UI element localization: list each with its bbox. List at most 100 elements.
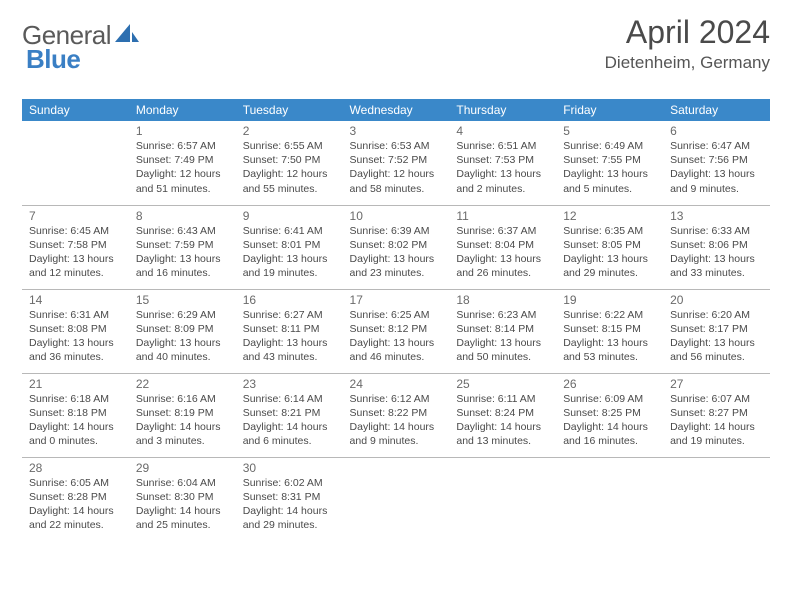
sunrise-text: Sunrise: 6:05 AM — [29, 476, 122, 490]
day-info: Sunrise: 6:39 AMSunset: 8:02 PMDaylight:… — [350, 224, 443, 281]
day-number: 3 — [350, 124, 443, 138]
sunset-text: Sunset: 8:21 PM — [243, 406, 336, 420]
sunrise-text: Sunrise: 6:16 AM — [136, 392, 229, 406]
sunrise-text: Sunrise: 6:33 AM — [670, 224, 763, 238]
sunrise-text: Sunrise: 6:07 AM — [670, 392, 763, 406]
sunset-text: Sunset: 8:24 PM — [456, 406, 549, 420]
daylight-text: Daylight: 14 hours and 25 minutes. — [136, 504, 229, 532]
day-info: Sunrise: 6:12 AMSunset: 8:22 PMDaylight:… — [350, 392, 443, 449]
calendar-day-cell — [22, 121, 129, 205]
daylight-text: Daylight: 13 hours and 29 minutes. — [563, 252, 656, 280]
day-info: Sunrise: 6:49 AMSunset: 7:55 PMDaylight:… — [563, 139, 656, 196]
daylight-text: Daylight: 14 hours and 22 minutes. — [29, 504, 122, 532]
day-info: Sunrise: 6:53 AMSunset: 7:52 PMDaylight:… — [350, 139, 443, 196]
daylight-text: Daylight: 13 hours and 33 minutes. — [670, 252, 763, 280]
calendar-day-cell: 3Sunrise: 6:53 AMSunset: 7:52 PMDaylight… — [343, 121, 450, 205]
day-info: Sunrise: 6:18 AMSunset: 8:18 PMDaylight:… — [29, 392, 122, 449]
weekday-header: Sunday — [22, 99, 129, 121]
calendar-day-cell: 28Sunrise: 6:05 AMSunset: 8:28 PMDayligh… — [22, 457, 129, 541]
day-info: Sunrise: 6:51 AMSunset: 7:53 PMDaylight:… — [456, 139, 549, 196]
day-number: 29 — [136, 461, 229, 475]
daylight-text: Daylight: 13 hours and 9 minutes. — [670, 167, 763, 195]
sunrise-text: Sunrise: 6:04 AM — [136, 476, 229, 490]
day-info: Sunrise: 6:47 AMSunset: 7:56 PMDaylight:… — [670, 139, 763, 196]
calendar-day-cell: 5Sunrise: 6:49 AMSunset: 7:55 PMDaylight… — [556, 121, 663, 205]
sunset-text: Sunset: 7:50 PM — [243, 153, 336, 167]
calendar-day-cell: 21Sunrise: 6:18 AMSunset: 8:18 PMDayligh… — [22, 373, 129, 457]
calendar-day-cell: 8Sunrise: 6:43 AMSunset: 7:59 PMDaylight… — [129, 205, 236, 289]
sunset-text: Sunset: 8:22 PM — [350, 406, 443, 420]
day-number: 23 — [243, 377, 336, 391]
calendar-day-cell: 13Sunrise: 6:33 AMSunset: 8:06 PMDayligh… — [663, 205, 770, 289]
sunrise-text: Sunrise: 6:35 AM — [563, 224, 656, 238]
weekday-row: SundayMondayTuesdayWednesdayThursdayFrid… — [22, 99, 770, 121]
sunrise-text: Sunrise: 6:02 AM — [243, 476, 336, 490]
day-number: 7 — [29, 209, 122, 223]
weekday-header: Wednesday — [343, 99, 450, 121]
calendar-day-cell: 25Sunrise: 6:11 AMSunset: 8:24 PMDayligh… — [449, 373, 556, 457]
daylight-text: Daylight: 14 hours and 0 minutes. — [29, 420, 122, 448]
calendar-week-row: 1Sunrise: 6:57 AMSunset: 7:49 PMDaylight… — [22, 121, 770, 205]
sunrise-text: Sunrise: 6:14 AM — [243, 392, 336, 406]
sunset-text: Sunset: 7:59 PM — [136, 238, 229, 252]
day-info: Sunrise: 6:09 AMSunset: 8:25 PMDaylight:… — [563, 392, 656, 449]
sunrise-text: Sunrise: 6:20 AM — [670, 308, 763, 322]
daylight-text: Daylight: 13 hours and 26 minutes. — [456, 252, 549, 280]
sunset-text: Sunset: 8:25 PM — [563, 406, 656, 420]
day-info: Sunrise: 6:37 AMSunset: 8:04 PMDaylight:… — [456, 224, 549, 281]
daylight-text: Daylight: 13 hours and 53 minutes. — [563, 336, 656, 364]
day-info: Sunrise: 6:55 AMSunset: 7:50 PMDaylight:… — [243, 139, 336, 196]
sunset-text: Sunset: 8:31 PM — [243, 490, 336, 504]
day-number: 19 — [563, 293, 656, 307]
calendar-day-cell: 18Sunrise: 6:23 AMSunset: 8:14 PMDayligh… — [449, 289, 556, 373]
sunset-text: Sunset: 8:04 PM — [456, 238, 549, 252]
day-info: Sunrise: 6:45 AMSunset: 7:58 PMDaylight:… — [29, 224, 122, 281]
day-number: 18 — [456, 293, 549, 307]
header: General April 2024 Dietenheim, Germany — [22, 14, 770, 73]
calendar-day-cell: 26Sunrise: 6:09 AMSunset: 8:25 PMDayligh… — [556, 373, 663, 457]
day-info: Sunrise: 6:31 AMSunset: 8:08 PMDaylight:… — [29, 308, 122, 365]
sunrise-text: Sunrise: 6:43 AM — [136, 224, 229, 238]
day-number: 14 — [29, 293, 122, 307]
sunset-text: Sunset: 8:05 PM — [563, 238, 656, 252]
daylight-text: Daylight: 14 hours and 16 minutes. — [563, 420, 656, 448]
calendar-day-cell: 10Sunrise: 6:39 AMSunset: 8:02 PMDayligh… — [343, 205, 450, 289]
logo-text-blue: Blue — [26, 44, 80, 74]
calendar-week-row: 28Sunrise: 6:05 AMSunset: 8:28 PMDayligh… — [22, 457, 770, 541]
sunrise-text: Sunrise: 6:41 AM — [243, 224, 336, 238]
day-info: Sunrise: 6:27 AMSunset: 8:11 PMDaylight:… — [243, 308, 336, 365]
sunrise-text: Sunrise: 6:47 AM — [670, 139, 763, 153]
location-text: Dietenheim, Germany — [605, 53, 770, 73]
sunrise-text: Sunrise: 6:23 AM — [456, 308, 549, 322]
day-number: 11 — [456, 209, 549, 223]
day-info: Sunrise: 6:25 AMSunset: 8:12 PMDaylight:… — [350, 308, 443, 365]
sunrise-text: Sunrise: 6:37 AM — [456, 224, 549, 238]
daylight-text: Daylight: 13 hours and 19 minutes. — [243, 252, 336, 280]
logo-sail-icon — [115, 22, 141, 49]
daylight-text: Daylight: 13 hours and 40 minutes. — [136, 336, 229, 364]
sunset-text: Sunset: 7:58 PM — [29, 238, 122, 252]
calendar-day-cell — [663, 457, 770, 541]
calendar-day-cell: 15Sunrise: 6:29 AMSunset: 8:09 PMDayligh… — [129, 289, 236, 373]
calendar-day-cell: 23Sunrise: 6:14 AMSunset: 8:21 PMDayligh… — [236, 373, 343, 457]
day-info: Sunrise: 6:57 AMSunset: 7:49 PMDaylight:… — [136, 139, 229, 196]
sunset-text: Sunset: 7:55 PM — [563, 153, 656, 167]
daylight-text: Daylight: 14 hours and 29 minutes. — [243, 504, 336, 532]
calendar-day-cell: 11Sunrise: 6:37 AMSunset: 8:04 PMDayligh… — [449, 205, 556, 289]
calendar-day-cell: 19Sunrise: 6:22 AMSunset: 8:15 PMDayligh… — [556, 289, 663, 373]
day-number: 2 — [243, 124, 336, 138]
daylight-text: Daylight: 14 hours and 9 minutes. — [350, 420, 443, 448]
day-number: 1 — [136, 124, 229, 138]
daylight-text: Daylight: 12 hours and 58 minutes. — [350, 167, 443, 195]
daylight-text: Daylight: 13 hours and 23 minutes. — [350, 252, 443, 280]
sunrise-text: Sunrise: 6:31 AM — [29, 308, 122, 322]
daylight-text: Daylight: 12 hours and 51 minutes. — [136, 167, 229, 195]
day-info: Sunrise: 6:20 AMSunset: 8:17 PMDaylight:… — [670, 308, 763, 365]
sunset-text: Sunset: 8:19 PM — [136, 406, 229, 420]
calendar-day-cell: 4Sunrise: 6:51 AMSunset: 7:53 PMDaylight… — [449, 121, 556, 205]
day-info: Sunrise: 6:33 AMSunset: 8:06 PMDaylight:… — [670, 224, 763, 281]
day-number: 24 — [350, 377, 443, 391]
daylight-text: Daylight: 13 hours and 50 minutes. — [456, 336, 549, 364]
day-number: 26 — [563, 377, 656, 391]
day-number: 30 — [243, 461, 336, 475]
